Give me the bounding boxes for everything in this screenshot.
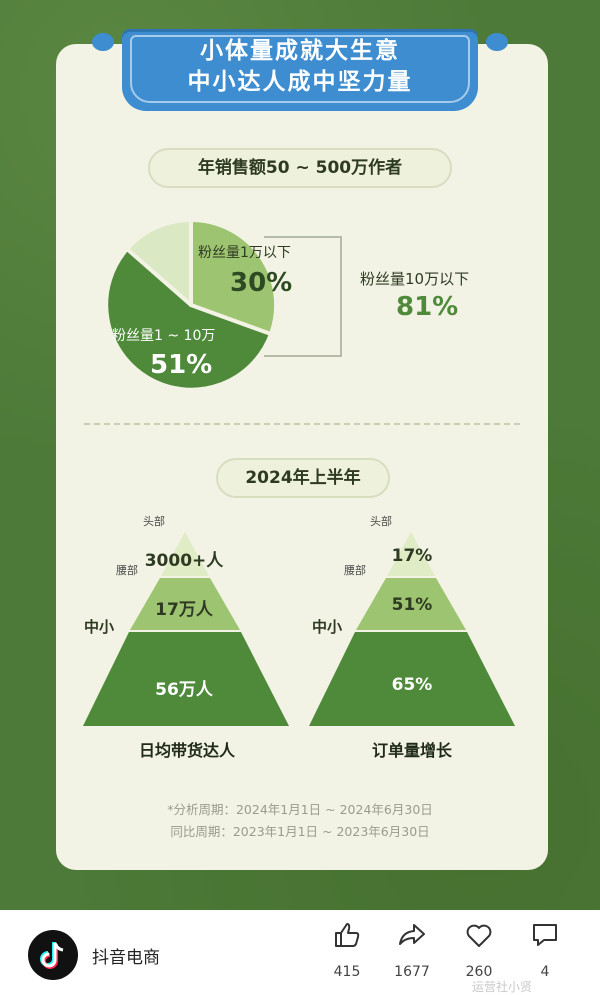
- pyramid-layer-top: [387, 532, 435, 576]
- pyr2-mid-value: 51%: [391, 595, 433, 615]
- banner-roll-left: [92, 33, 114, 51]
- comment-count: 4: [540, 964, 550, 980]
- pyr2-top-value: 17%: [391, 546, 433, 566]
- share-arrow-icon: [399, 924, 425, 945]
- favorite-button[interactable]: 260: [454, 920, 504, 980]
- pyr1-label-base: 中小: [84, 618, 115, 636]
- comment-bubble-icon: [533, 924, 557, 946]
- account-avatar[interactable]: [28, 930, 78, 980]
- pyr2-base-value: 65%: [391, 675, 433, 695]
- pyramid-order-growth: [309, 532, 515, 726]
- favorite-count: 260: [465, 964, 493, 980]
- pyramid-layer-mid: [356, 578, 466, 630]
- pie-bracket: [264, 236, 342, 357]
- pyramid-layer-top: [161, 532, 209, 576]
- like-count: 415: [333, 964, 361, 980]
- douyin-logo-icon: [40, 942, 64, 969]
- pyramid-layer-mid: [130, 578, 240, 630]
- pyramid-daily-creators: [83, 532, 289, 726]
- pie-value-under-1w: 30%: [230, 268, 293, 298]
- pyramid-layer-base: [83, 632, 289, 726]
- share-button[interactable]: 1677: [387, 920, 437, 980]
- title-banner: [122, 29, 478, 111]
- footnote-analysis-period: *分析周期：2024年1月1日 ~ 2024年6月30日: [167, 802, 433, 817]
- pyr1-top-value: 3000+人: [144, 551, 224, 571]
- pie-value-1-10w: 51%: [150, 350, 213, 380]
- pie-slice-under-1w: [189, 217, 279, 337]
- sales-section-title: 年销售额50 ~ 500万作者: [148, 148, 452, 188]
- fan-pie-chart: [104, 217, 279, 392]
- pyr1-caption: 日均带货达人: [138, 741, 235, 760]
- half-year-section-title: 2024年上半年: [216, 458, 390, 498]
- pyramid-layer-base: [309, 632, 515, 726]
- pie-slice-rest: [124, 217, 193, 310]
- like-button[interactable]: 415: [322, 920, 372, 980]
- poster-title: 小体量成就大生意 中小达人成中坚力量: [122, 36, 478, 98]
- pie-label-1-10w: 粉丝量1 ~ 10万: [112, 328, 216, 344]
- pyr2-caption: 订单量增长: [371, 741, 452, 760]
- pyr1-base-value: 56万人: [155, 680, 213, 700]
- heart-icon: [466, 924, 492, 947]
- section-divider: [84, 423, 520, 425]
- pie-label-under-1w: 粉丝量1万以下: [198, 245, 291, 261]
- pyr2-label-mid: 腰部: [344, 564, 366, 577]
- pyr1-label-top: 头部: [143, 515, 165, 528]
- banner-roll-right: [486, 33, 508, 51]
- footnote-comparison-period: 同比周期：2023年1月1日 ~ 2023年6月30日: [170, 824, 430, 839]
- summary-value: 81%: [396, 292, 459, 322]
- account-name[interactable]: 抖音电商: [92, 948, 160, 968]
- poster-background: 小体量成就大生意 中小达人成中坚力量 年销售额50 ~ 500万作者 粉丝量1万…: [0, 0, 600, 910]
- comment-button[interactable]: 4: [520, 920, 570, 980]
- summary-label: 粉丝量10万以下: [360, 270, 470, 288]
- share-count: 1677: [394, 964, 430, 980]
- thumbs-up-icon: [335, 923, 360, 947]
- pyr2-label-top: 头部: [370, 515, 392, 528]
- poster-title-line1: 小体量成就大生意: [200, 38, 400, 64]
- pie-slice-1-10w: [104, 246, 274, 392]
- pyr1-mid-value: 17万人: [155, 600, 213, 620]
- post-action-bar: 抖音电商 415 1677 260 4 运营社小贤: [0, 910, 600, 995]
- poster-title-line2: 中小达人成中坚力量: [187, 69, 413, 95]
- pyr2-label-base: 中小: [312, 618, 343, 636]
- weibo-watermark: 运营社小贤: [472, 980, 533, 994]
- pyr1-label-mid: 腰部: [116, 564, 138, 577]
